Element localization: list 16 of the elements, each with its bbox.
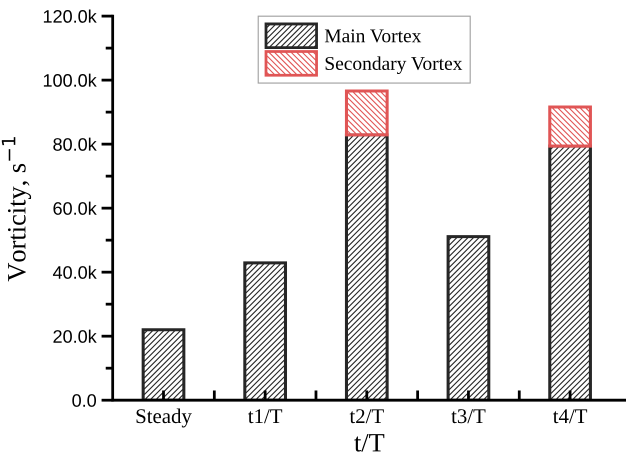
x-tick-label: t2/T bbox=[350, 409, 384, 424]
y-axis-title: Vorticity, s$^{−1}$ bbox=[2, 137, 32, 282]
y-tick-label: 20.0k bbox=[53, 330, 97, 343]
x-tick-label: t1/T bbox=[248, 409, 282, 424]
legend-label: Secondary Vortex bbox=[326, 56, 462, 74]
y-tick-label: 120.0k bbox=[44, 10, 97, 23]
x-axis-title: t/T bbox=[354, 434, 384, 452]
x-tick-label: Steady bbox=[136, 408, 192, 428]
y-tick-label: 40.0k bbox=[52, 266, 97, 279]
y-tick-label: 60.0k bbox=[53, 202, 97, 215]
x-tick-label: t3/T bbox=[451, 409, 486, 424]
y-tick-label: 80.0k bbox=[53, 138, 97, 151]
y-tick-label: 0.0 bbox=[72, 394, 96, 407]
legend-label: Main Vortex bbox=[324, 29, 422, 42]
x-tick-label: t4/T bbox=[552, 409, 588, 424]
y-tick-label: 100.0k bbox=[44, 74, 97, 87]
